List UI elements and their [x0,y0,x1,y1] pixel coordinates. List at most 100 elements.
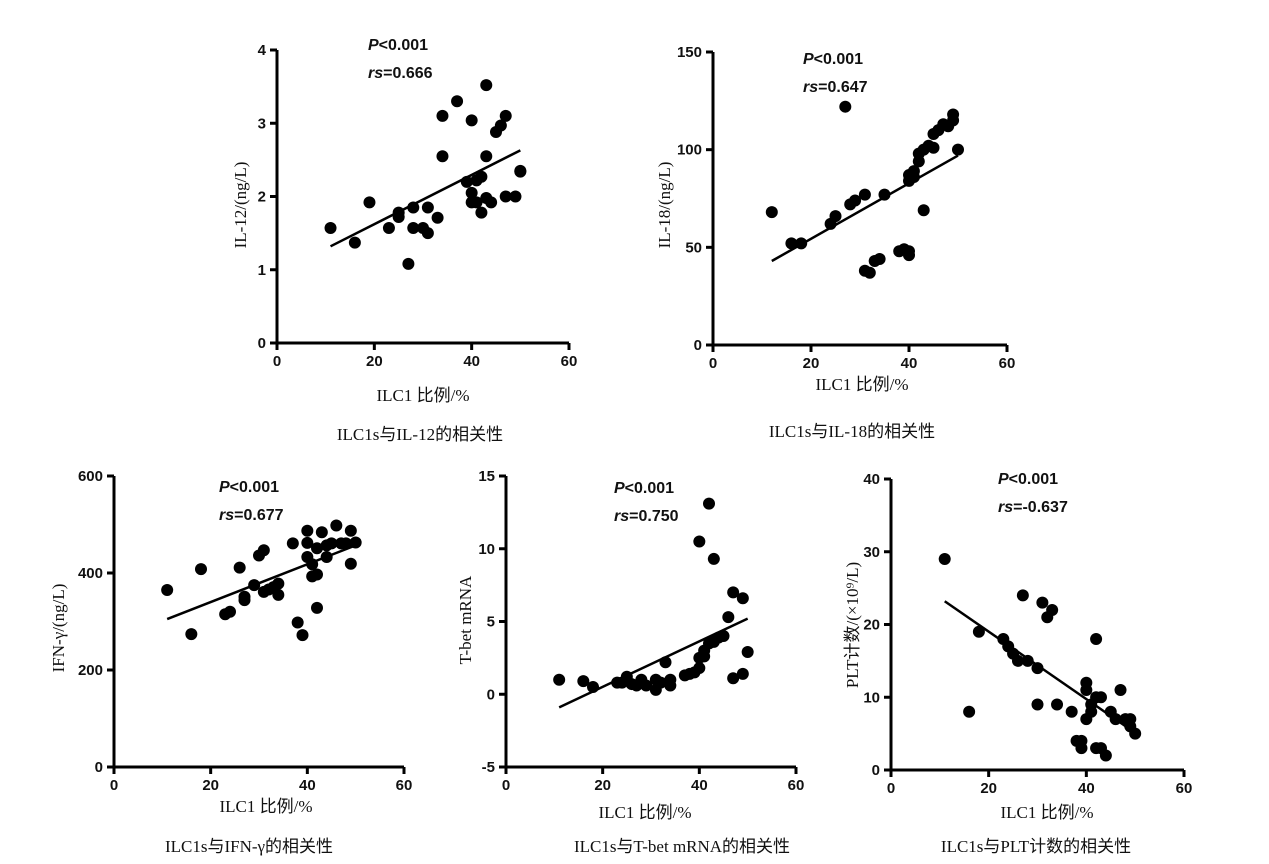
data-point [248,579,261,592]
data-point [664,679,677,692]
data-point [577,675,590,688]
data-point [972,625,985,638]
data-point [407,201,420,214]
data-point [1090,633,1103,646]
data-point [1094,691,1107,704]
data-point [330,519,343,532]
data-point [325,537,338,550]
chart-title: ILC1s与PLT计数的相关性 [941,837,1131,856]
data-point [1075,734,1088,747]
data-point [324,221,337,234]
data-point [460,175,473,188]
data-point [465,114,478,127]
y-tick-label: 15 [478,468,495,485]
data-point [257,544,270,557]
x-axis-label: ILC1 比例/% [219,797,312,816]
data-point [1085,705,1098,718]
x-tick-label: 0 [887,780,895,797]
data-point [224,605,236,618]
data-point [907,165,920,178]
data-point [1080,683,1093,696]
y-tick-label: 20 [863,617,880,634]
regression-line [329,149,521,248]
chart-il18: 0 50 100 150 0 20 40 60 P<0.001 rs=0.647 IL-18/… [655,44,1015,441]
data-point [238,590,251,603]
tick-labels: 0 10 20 30 40 0 20 40 60 [863,471,1192,797]
y-tick-label: 0 [872,762,880,779]
data-point [311,601,323,614]
data-point [494,119,507,132]
x-tick-label: 20 [202,777,219,794]
x-tick-label: 0 [709,355,717,372]
data-point [185,628,198,641]
data-point [407,221,420,234]
chart-title: ILC1s与T-bet mRNA的相关性 [574,837,790,856]
data-point [480,79,493,92]
data-point [382,221,395,234]
data-point [1031,698,1044,711]
y-tick-label: -5 [482,759,495,776]
x-tick-label: 60 [999,355,1016,372]
data-point [553,673,566,686]
data-point [465,186,478,199]
p-value-label: P<0.001 [998,471,1058,488]
data-point [161,583,174,596]
p-value-label: P<0.001 [219,479,279,496]
data-point [1021,654,1034,667]
y-tick-label: 10 [863,689,880,706]
y-tick-label: 30 [863,544,880,561]
tick-labels: -5 0 5 10 15 0 20 40 60 [478,468,804,794]
data-point [1051,698,1064,711]
data-point [301,524,314,537]
data-point [903,249,915,262]
y-tick-label: 600 [78,468,103,485]
tick-labels: 0 200 400 600 0 20 40 60 [78,468,412,794]
data-point [727,586,740,599]
x-axis-label: ILC1 比例/% [815,375,908,394]
x-tick-label: 20 [980,780,997,797]
p-value-label: P<0.001 [803,51,863,68]
tick-labels: 0 50 100 150 0 20 40 60 [677,44,1015,372]
y-axis-label: PLT计数/(×10⁹/L) [843,562,862,688]
y-tick-label: 5 [487,614,495,631]
data-point [703,497,715,510]
data-point [698,650,711,663]
data-point [499,190,512,203]
data-point [475,206,488,219]
rs-value-label: rs=0.666 [368,65,433,82]
data-point [736,592,749,605]
x-tick-label: 20 [594,777,611,794]
data-point [717,630,730,643]
data-point [947,114,960,127]
rs-value-label: rs=0.677 [219,507,284,524]
x-tick-label: 40 [1078,780,1095,797]
x-tick-label: 40 [299,777,316,794]
data-point [765,206,778,219]
data-point [640,679,653,692]
data-point [654,676,667,689]
data-point [421,201,434,214]
data-point [1099,749,1112,762]
y-tick-label: 150 [677,44,702,61]
data-point [829,210,842,223]
data-point [272,588,285,601]
data-point [499,109,512,122]
data-point [736,667,749,680]
data-point [436,150,449,163]
data-point [963,705,976,718]
rs-value-label: rs=0.750 [614,508,679,525]
data-point [659,656,672,669]
data-point [1114,683,1127,696]
data-point [785,237,798,250]
data-point [863,266,876,279]
y-tick-label: 1 [258,262,266,279]
data-point [485,196,498,209]
data-point [348,236,361,249]
data-point [195,563,207,576]
x-tick-label: 60 [396,777,413,794]
data-point [727,672,740,685]
data-point [431,211,444,224]
y-axis-label: T-bet mRNA [456,575,475,664]
data-point [741,646,754,659]
data-point [514,165,527,178]
